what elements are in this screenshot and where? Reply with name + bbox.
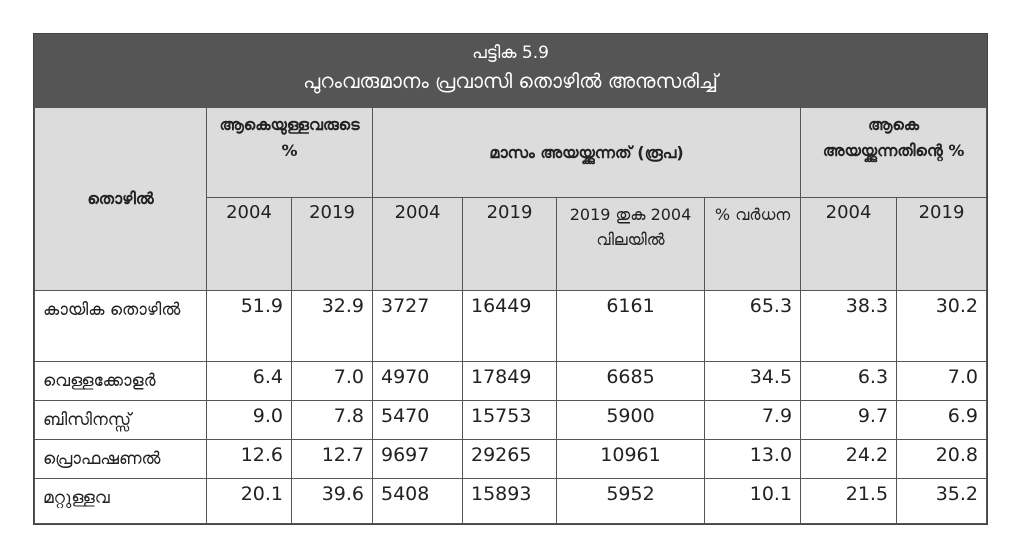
table-cell: 12.7 <box>291 439 373 479</box>
table-cell: 24.2 <box>800 439 898 479</box>
header-share-of-remittance: ആകെ അയയ്ക്കുന്നതിന്റെ % <box>800 107 987 198</box>
table-cell: 7.0 <box>291 361 373 401</box>
table-row: മറ്റുള്ളവ 20.1 39.6 5408 15893 5952 10.1 21.5 35… <box>34 478 987 524</box>
table-cell: 39.6 <box>291 478 373 524</box>
table-cell: 9.7 <box>800 400 898 440</box>
table-cell: 5408 <box>372 478 463 524</box>
table-cell: 6.3 <box>800 361 898 401</box>
table-cell: 29265 <box>462 439 557 479</box>
table-cell: 9697 <box>372 439 463 479</box>
header-year: 2004 <box>800 197 898 291</box>
table-cell: 9.0 <box>206 400 292 440</box>
header-occupation: തൊഴിൽ <box>34 107 207 291</box>
table-cell: 4970 <box>372 361 463 401</box>
table-cell: 65.3 <box>703 290 802 362</box>
header-share-of-total: ആകെയുള്ളവരുടെ % <box>206 107 373 198</box>
table-cell: 13.0 <box>703 439 802 479</box>
header-year: 2019 <box>462 197 557 291</box>
table-cell: 6.9 <box>896 400 987 440</box>
table-cell: 32.9 <box>291 290 373 362</box>
table-cell: 6.4 <box>206 361 292 401</box>
table-cell: 5900 <box>556 400 705 440</box>
row-label: പ്രൊഫഷണൽ <box>34 439 207 479</box>
table-row: ബിസിനസ്സ് 9.0 7.8 5470 15753 5900 7.9 9.7 6.9 <box>34 400 987 440</box>
table-cell: 20.1 <box>206 478 292 524</box>
table-cell: 21.5 <box>800 478 898 524</box>
header-year: 2019 <box>896 197 987 291</box>
table-cell: 38.3 <box>800 290 898 362</box>
remittance-table-container: പട്ടിക 5.9 പുറംവരുമാനം പ്രവാസി തൊഴിൽ അനു… <box>33 33 988 525</box>
table-cell: 30.2 <box>896 290 987 362</box>
table-cell: 10.1 <box>703 478 802 524</box>
table-cell: 20.8 <box>896 439 987 479</box>
table-row: കായിക തൊഴിൽ 51.9 32.9 3727 16449 6161 65.3 38.3… <box>34 290 987 362</box>
header-year: 2004 <box>206 197 292 291</box>
table-row: പ്രൊഫഷണൽ 12.6 12.7 9697 29265 10961 13.0 24.2 20… <box>34 439 987 479</box>
table-cell: 7.8 <box>291 400 373 440</box>
row-label: കായിക തൊഴിൽ <box>34 290 207 362</box>
header-year: 2019 <box>291 197 373 291</box>
table-cell: 17849 <box>462 361 557 401</box>
table-cell: 3727 <box>372 290 463 362</box>
table-cell: 51.9 <box>206 290 292 362</box>
table-title: പുറംവരുമാനം പ്രവാസി തൊഴിൽ അനുസരിച്ച് <box>303 69 718 93</box>
table-cell: 16449 <box>462 290 557 362</box>
table-cell: 5470 <box>372 400 463 440</box>
row-label: ബിസിനസ്സ് <box>34 400 207 440</box>
row-label: വെള്ളക്കോളർ <box>34 361 207 401</box>
table-cell: 35.2 <box>896 478 987 524</box>
table-cell: 6161 <box>556 290 705 362</box>
table-row: വെള്ളക്കോളർ 6.4 7.0 4970 17849 6685 34.5 6.3 7.0 <box>34 361 987 401</box>
header-percent-increase: % വർധന <box>703 197 802 291</box>
header-year: 2004 <box>372 197 463 291</box>
remittance-table: തൊഴിൽ ആകെയുള്ളവരുടെ % മാസം അയയ്ക്കുന്നത്… <box>34 107 987 524</box>
table-cell: 12.6 <box>206 439 292 479</box>
table-cell: 34.5 <box>703 361 802 401</box>
row-label: മറ്റുള്ളവ <box>34 478 207 524</box>
table-cell: 10961 <box>556 439 705 479</box>
table-number: പട്ടിക 5.9 <box>472 43 549 63</box>
table-cell: 7.0 <box>896 361 987 401</box>
header-monthly-remittance: മാസം അയയ്ക്കുന്നത് (രൂപ) <box>371 107 802 198</box>
header-2019-at-2004-prices: 2019 തുക 2004 വിലയിൽ <box>556 197 705 291</box>
table-cell: 7.9 <box>703 400 802 440</box>
table-cell: 5952 <box>556 478 705 524</box>
table-title-bar: പട്ടിക 5.9 പുറംവരുമാനം പ്രവാസി തൊഴിൽ അനു… <box>34 34 987 107</box>
table-cell: 15753 <box>462 400 557 440</box>
table-cell: 15893 <box>462 478 557 524</box>
table-cell: 6685 <box>556 361 705 401</box>
